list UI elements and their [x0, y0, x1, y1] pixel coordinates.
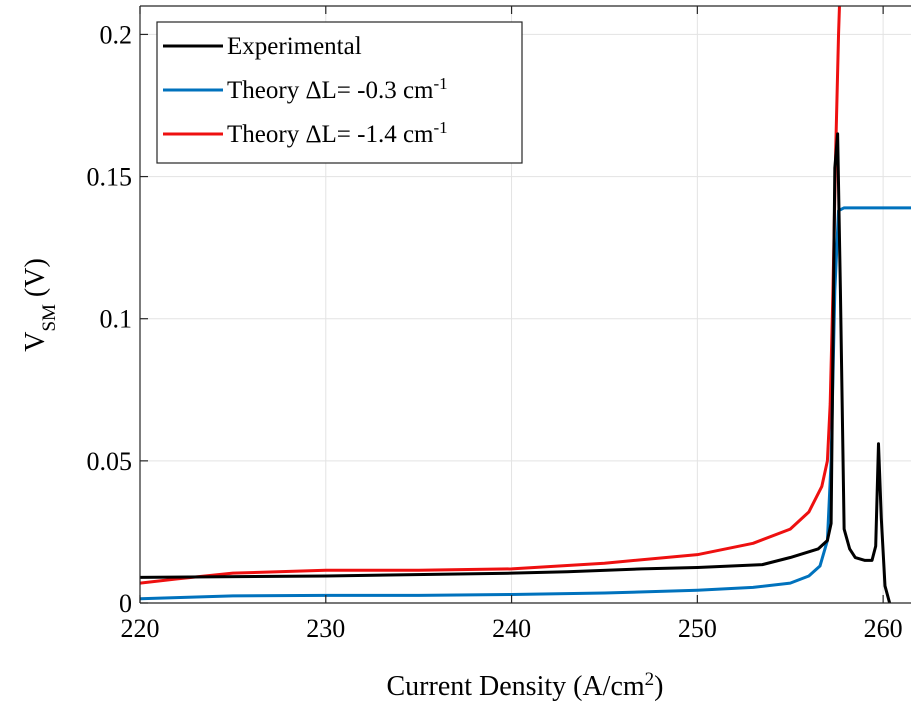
y-tick-label: 0: [119, 589, 132, 618]
series-layer: [140, 6, 911, 603]
y-tick-label: 0.05: [87, 447, 133, 476]
x-tick-label: 230: [306, 614, 345, 643]
y-axis-label-unit: (V): [20, 258, 51, 297]
y-tick-label: 0.2: [100, 20, 133, 49]
x-tick-label: 250: [678, 614, 717, 643]
legend: Experimental Theory ΔL= -0.3 cm-1 Theory Δ…: [156, 21, 523, 164]
x-axis-label: Current Density (A/cm2): [387, 669, 664, 703]
y-axis-label: VSM (V): [20, 258, 60, 352]
y-tick-label: 0.1: [100, 305, 133, 334]
x-axis-label-end: ): [654, 671, 663, 702]
y-tick-label: 0.15: [87, 163, 133, 192]
legend-label-2: Theory ΔL= -1.4 cm-1: [227, 118, 448, 149]
legend-label-1: Theory ΔL= -0.3 cm-1: [227, 74, 448, 105]
legend-label-0: Experimental: [227, 33, 362, 60]
ticks: 220 230 240 250 260 0 0.05 0.1 0.15 0.2: [87, 6, 903, 643]
y-axis-label-sub: SM: [39, 304, 60, 332]
x-axis-label-sup: 2: [645, 669, 655, 690]
y-axis-label-main: V: [20, 332, 51, 352]
series-line-0: [140, 132, 892, 603]
x-tick-label: 260: [864, 614, 903, 643]
x-tick-label: 220: [121, 614, 160, 643]
y-axis-label-space: [20, 297, 51, 304]
x-tick-label: 240: [492, 614, 531, 643]
series-line-1: [140, 206, 911, 601]
axes: [139, 5, 911, 604]
x-axis-label-main: Current Density (A/cm: [387, 671, 645, 702]
